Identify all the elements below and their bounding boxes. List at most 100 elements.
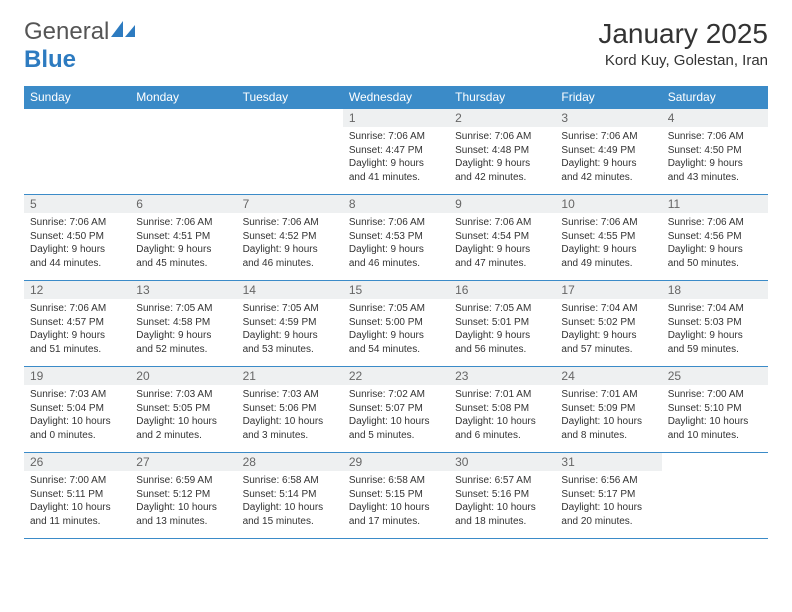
day-info: Sunrise: 6:59 AMSunset: 5:12 PMDaylight:… (130, 471, 236, 532)
day-number: 27 (130, 453, 236, 471)
logo-text-general: General (24, 18, 109, 45)
calendar-day-cell: 15Sunrise: 7:05 AMSunset: 5:00 PMDayligh… (343, 281, 449, 367)
day-info: Sunrise: 7:06 AMSunset: 4:49 PMDaylight:… (555, 127, 661, 188)
day-info: Sunrise: 7:06 AMSunset: 4:57 PMDaylight:… (24, 299, 130, 360)
day-number: 2 (449, 109, 555, 127)
weekday-header: Tuesday (237, 86, 343, 109)
day-info: Sunrise: 7:06 AMSunset: 4:52 PMDaylight:… (237, 213, 343, 274)
calendar-day-cell: 21Sunrise: 7:03 AMSunset: 5:06 PMDayligh… (237, 367, 343, 453)
calendar-week-row: 12Sunrise: 7:06 AMSunset: 4:57 PMDayligh… (24, 281, 768, 367)
day-number: 5 (24, 195, 130, 213)
day-number: 14 (237, 281, 343, 299)
title-block: January 2025 Kord Kuy, Golestan, Iran (598, 18, 768, 69)
calendar-day-cell: 30Sunrise: 6:57 AMSunset: 5:16 PMDayligh… (449, 453, 555, 539)
day-number: 26 (24, 453, 130, 471)
day-number: 21 (237, 367, 343, 385)
day-info: Sunrise: 7:01 AMSunset: 5:09 PMDaylight:… (555, 385, 661, 446)
calendar-day-cell: 1Sunrise: 7:06 AMSunset: 4:47 PMDaylight… (343, 109, 449, 195)
calendar-day-cell: 8Sunrise: 7:06 AMSunset: 4:53 PMDaylight… (343, 195, 449, 281)
day-number: 24 (555, 367, 661, 385)
day-info: Sunrise: 7:06 AMSunset: 4:48 PMDaylight:… (449, 127, 555, 188)
weekday-header: Wednesday (343, 86, 449, 109)
calendar-day-cell: 14Sunrise: 7:05 AMSunset: 4:59 PMDayligh… (237, 281, 343, 367)
day-info: Sunrise: 7:06 AMSunset: 4:47 PMDaylight:… (343, 127, 449, 188)
calendar-day-cell: 16Sunrise: 7:05 AMSunset: 5:01 PMDayligh… (449, 281, 555, 367)
day-number: 9 (449, 195, 555, 213)
calendar-day-cell: 9Sunrise: 7:06 AMSunset: 4:54 PMDaylight… (449, 195, 555, 281)
day-info: Sunrise: 7:05 AMSunset: 4:59 PMDaylight:… (237, 299, 343, 360)
day-info: Sunrise: 7:06 AMSunset: 4:51 PMDaylight:… (130, 213, 236, 274)
logo: GeneralBlue (24, 18, 137, 74)
calendar-day-cell: 5Sunrise: 7:06 AMSunset: 4:50 PMDaylight… (24, 195, 130, 281)
calendar-week-row: 19Sunrise: 7:03 AMSunset: 5:04 PMDayligh… (24, 367, 768, 453)
calendar-week-row: 5Sunrise: 7:06 AMSunset: 4:50 PMDaylight… (24, 195, 768, 281)
day-number: 16 (449, 281, 555, 299)
calendar-day-cell: 19Sunrise: 7:03 AMSunset: 5:04 PMDayligh… (24, 367, 130, 453)
day-info: Sunrise: 7:06 AMSunset: 4:54 PMDaylight:… (449, 213, 555, 274)
calendar-day-cell: 12Sunrise: 7:06 AMSunset: 4:57 PMDayligh… (24, 281, 130, 367)
calendar-table: SundayMondayTuesdayWednesdayThursdayFrid… (24, 86, 768, 539)
day-number: 10 (555, 195, 661, 213)
page-title: January 2025 (598, 18, 768, 50)
calendar-day-cell (24, 109, 130, 195)
day-number: 11 (662, 195, 768, 213)
calendar-day-cell: 18Sunrise: 7:04 AMSunset: 5:03 PMDayligh… (662, 281, 768, 367)
day-info: Sunrise: 6:58 AMSunset: 5:15 PMDaylight:… (343, 471, 449, 532)
day-info: Sunrise: 7:02 AMSunset: 5:07 PMDaylight:… (343, 385, 449, 446)
logo-text-blue: Blue (24, 46, 76, 73)
calendar-day-cell: 10Sunrise: 7:06 AMSunset: 4:55 PMDayligh… (555, 195, 661, 281)
weekday-header: Saturday (662, 86, 768, 109)
location-label: Kord Kuy, Golestan, Iran (598, 52, 768, 69)
calendar-week-row: 1Sunrise: 7:06 AMSunset: 4:47 PMDaylight… (24, 109, 768, 195)
day-number: 13 (130, 281, 236, 299)
calendar-day-cell: 31Sunrise: 6:56 AMSunset: 5:17 PMDayligh… (555, 453, 661, 539)
day-info: Sunrise: 7:03 AMSunset: 5:06 PMDaylight:… (237, 385, 343, 446)
logo-sail-icon (109, 18, 137, 38)
day-info: Sunrise: 7:06 AMSunset: 4:50 PMDaylight:… (24, 213, 130, 274)
day-number: 29 (343, 453, 449, 471)
weekday-header: Sunday (24, 86, 130, 109)
day-info: Sunrise: 6:56 AMSunset: 5:17 PMDaylight:… (555, 471, 661, 532)
calendar-day-cell: 23Sunrise: 7:01 AMSunset: 5:08 PMDayligh… (449, 367, 555, 453)
day-info: Sunrise: 7:06 AMSunset: 4:55 PMDaylight:… (555, 213, 661, 274)
day-info: Sunrise: 7:06 AMSunset: 4:56 PMDaylight:… (662, 213, 768, 274)
day-info: Sunrise: 7:00 AMSunset: 5:10 PMDaylight:… (662, 385, 768, 446)
day-number: 12 (24, 281, 130, 299)
calendar-day-cell: 24Sunrise: 7:01 AMSunset: 5:09 PMDayligh… (555, 367, 661, 453)
day-number: 19 (24, 367, 130, 385)
day-number: 6 (130, 195, 236, 213)
day-info: Sunrise: 6:57 AMSunset: 5:16 PMDaylight:… (449, 471, 555, 532)
day-number: 22 (343, 367, 449, 385)
calendar-week-row: 26Sunrise: 7:00 AMSunset: 5:11 PMDayligh… (24, 453, 768, 539)
calendar-day-cell: 26Sunrise: 7:00 AMSunset: 5:11 PMDayligh… (24, 453, 130, 539)
calendar-day-cell: 3Sunrise: 7:06 AMSunset: 4:49 PMDaylight… (555, 109, 661, 195)
day-info: Sunrise: 7:03 AMSunset: 5:04 PMDaylight:… (24, 385, 130, 446)
day-number: 31 (555, 453, 661, 471)
day-number: 3 (555, 109, 661, 127)
day-number: 1 (343, 109, 449, 127)
calendar-day-cell: 13Sunrise: 7:05 AMSunset: 4:58 PMDayligh… (130, 281, 236, 367)
day-number: 17 (555, 281, 661, 299)
day-number: 7 (237, 195, 343, 213)
calendar-day-cell: 20Sunrise: 7:03 AMSunset: 5:05 PMDayligh… (130, 367, 236, 453)
day-info: Sunrise: 7:05 AMSunset: 5:00 PMDaylight:… (343, 299, 449, 360)
day-info: Sunrise: 7:01 AMSunset: 5:08 PMDaylight:… (449, 385, 555, 446)
day-info: Sunrise: 7:00 AMSunset: 5:11 PMDaylight:… (24, 471, 130, 532)
day-number: 4 (662, 109, 768, 127)
day-number: 8 (343, 195, 449, 213)
calendar-day-cell: 7Sunrise: 7:06 AMSunset: 4:52 PMDaylight… (237, 195, 343, 281)
calendar-day-cell: 29Sunrise: 6:58 AMSunset: 5:15 PMDayligh… (343, 453, 449, 539)
day-info: Sunrise: 7:04 AMSunset: 5:03 PMDaylight:… (662, 299, 768, 360)
day-number: 30 (449, 453, 555, 471)
header: GeneralBlue January 2025 Kord Kuy, Goles… (24, 18, 768, 74)
calendar-day-cell: 11Sunrise: 7:06 AMSunset: 4:56 PMDayligh… (662, 195, 768, 281)
day-number: 25 (662, 367, 768, 385)
calendar-day-cell: 4Sunrise: 7:06 AMSunset: 4:50 PMDaylight… (662, 109, 768, 195)
calendar-day-cell: 25Sunrise: 7:00 AMSunset: 5:10 PMDayligh… (662, 367, 768, 453)
day-info: Sunrise: 6:58 AMSunset: 5:14 PMDaylight:… (237, 471, 343, 532)
calendar-day-cell: 6Sunrise: 7:06 AMSunset: 4:51 PMDaylight… (130, 195, 236, 281)
logo-text: GeneralBlue (24, 18, 137, 74)
day-info: Sunrise: 7:06 AMSunset: 4:53 PMDaylight:… (343, 213, 449, 274)
day-number: 23 (449, 367, 555, 385)
calendar-day-cell: 22Sunrise: 7:02 AMSunset: 5:07 PMDayligh… (343, 367, 449, 453)
